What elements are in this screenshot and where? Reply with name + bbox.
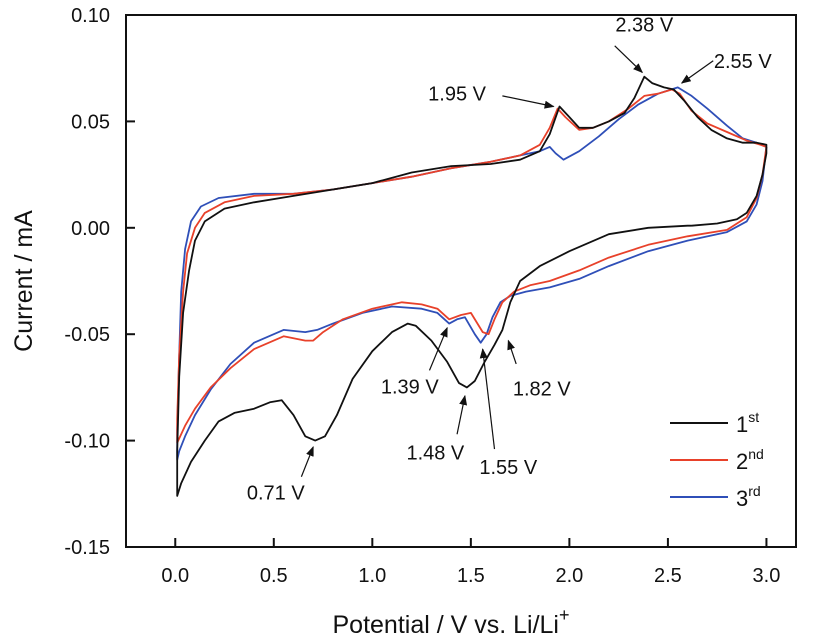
x-tick-label: 3.0 [753, 565, 781, 587]
y-axis-label: Current / mA [10, 210, 38, 352]
annotation-label: 2.38 V [615, 15, 673, 37]
x-tick-label: 1.0 [358, 565, 386, 587]
annotation-label: 1.55 V [479, 457, 537, 479]
annotation-arrow [456, 394, 468, 435]
legend-label-base: 2 [736, 449, 748, 474]
legend-label-2nd: 2nd [736, 446, 764, 474]
annotation-arrow [479, 348, 496, 450]
x-tick-label: 1.5 [457, 565, 485, 587]
series-line-2nd [176, 88, 768, 444]
x-axis-label: Potential / V vs. Li/Li+ [332, 605, 569, 639]
x-tick-label: 2.5 [654, 565, 682, 587]
annotation-arrow [428, 326, 448, 371]
annotation-arrow [300, 446, 314, 477]
y-tick-label: 0.05 [71, 111, 110, 133]
legend-label-3rd: 3rd [736, 483, 761, 511]
annotation-label: 0.71 V [247, 483, 305, 505]
x-tick-label: 0.0 [161, 565, 189, 587]
annotation-label: 1.39 V [381, 376, 439, 398]
plot-frame [125, 14, 797, 548]
legend: 1st 2nd 3rd [670, 409, 764, 511]
annotation-arrow [680, 60, 714, 84]
series-layer [176, 75, 768, 497]
y-tick-label: -0.05 [64, 324, 110, 346]
x-axis-label-main: Potential / V vs. Li/Li [332, 611, 559, 639]
legend-label-base: 3 [736, 486, 748, 511]
y-tick-label: 0.00 [71, 218, 110, 240]
y-tick-label: -0.10 [64, 431, 110, 453]
legend-label-superscript: rd [748, 483, 760, 499]
series-line-1st [176, 75, 768, 497]
x-axis-label-superscript: + [559, 605, 570, 625]
annotations: 1.95 V 2.38 V 2.55 V 1.39 V 1.48 V 1.55 V 1.82… [247, 15, 773, 505]
legend-label-superscript: st [748, 409, 759, 425]
annotation-label: 1.82 V [513, 378, 571, 400]
legend-label-1st: 1st [736, 409, 759, 437]
legend-label-superscript: nd [748, 446, 764, 462]
x-axis: 0.0 0.5 1.0 1.5 2.0 2.5 3.0 [161, 538, 780, 587]
y-tick-label: -0.15 [64, 537, 110, 559]
x-tick-label: 0.5 [260, 565, 288, 587]
annotation-label: 1.48 V [406, 442, 464, 464]
annotation-arrow [502, 95, 555, 109]
annotation-arrow [507, 339, 517, 365]
annotation-label: 1.95 V [428, 84, 486, 106]
legend-label-base: 1 [736, 412, 748, 437]
annotation-arrow [614, 45, 644, 74]
y-axis: 0.10 0.05 0.00 -0.05 -0.10 -0.15 [64, 5, 135, 559]
annotation-label: 2.55 V [714, 51, 772, 73]
y-tick-label: 0.10 [71, 5, 110, 27]
x-tick-label: 2.0 [555, 565, 583, 587]
